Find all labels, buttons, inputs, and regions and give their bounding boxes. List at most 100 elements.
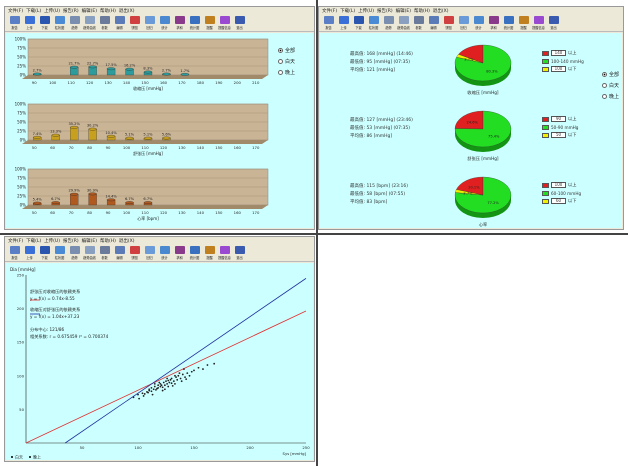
edit-button[interactable]: 编辑	[427, 16, 440, 30]
radio-day[interactable]: 白天	[602, 82, 619, 89]
menu-item-3[interactable]: 报告(R)	[62, 9, 79, 14]
curve-button[interactable]: 趋势曲线	[83, 16, 96, 30]
bar-value-label: 5.4%	[33, 198, 43, 202]
radio-dot[interactable]	[602, 94, 607, 99]
menu-item-0[interactable]: 文件(F)	[322, 9, 338, 14]
trend-button[interactable]: 趋势	[68, 246, 81, 260]
trend-button[interactable]: 趋势	[382, 16, 395, 30]
radio-night[interactable]: 晚上	[278, 69, 295, 76]
regression-button[interactable]: 回归	[457, 16, 470, 30]
trend-button[interactable]: 趋势	[68, 16, 81, 30]
menu-item-3[interactable]: 报告(R)	[376, 9, 393, 14]
bar-value-label: 22.7%	[87, 61, 99, 65]
curve-button[interactable]: 趋势曲线	[83, 246, 96, 260]
report-button[interactable]: 报告	[8, 246, 21, 260]
chart-button[interactable]: 统计图	[188, 16, 201, 30]
threshold-input[interactable]: 100	[551, 66, 566, 72]
download-button[interactable]: 下载	[38, 16, 51, 30]
chart-button[interactable]: 统计图	[502, 16, 515, 30]
menu-item-6[interactable]: 退出(X)	[118, 9, 135, 14]
chart-button[interactable]: 统计图	[188, 246, 201, 260]
pie-button[interactable]: 饼图	[128, 16, 141, 30]
param-button[interactable]: 参数	[412, 16, 425, 30]
curve-button[interactable]: 趋势曲线	[397, 16, 410, 30]
radio-night[interactable]: 晚上	[602, 93, 619, 100]
report-button[interactable]: 报告	[322, 16, 335, 30]
exit-button[interactable]: 退出	[547, 16, 560, 30]
edit-button[interactable]: 编辑	[113, 16, 126, 30]
threshold-input[interactable]: 50	[551, 132, 566, 138]
menu-item-2[interactable]: 上传(U)	[44, 9, 60, 14]
scatter-point	[183, 368, 185, 370]
y-tick-label: 100%	[15, 167, 27, 172]
edit-button[interactable]: 编辑	[113, 246, 126, 260]
stats-button[interactable]: 统计	[158, 246, 171, 260]
alert-button[interactable]: 提醒	[517, 16, 530, 30]
radio-day[interactable]: 白天	[278, 58, 295, 65]
threshold-input[interactable]: 100	[551, 182, 566, 188]
download-button[interactable]: 下载	[352, 16, 365, 30]
menu-item-5[interactable]: 帮助(H)	[99, 9, 116, 14]
menu-item-6[interactable]: 退出(X)	[432, 9, 449, 14]
scatter-point	[160, 384, 163, 387]
menu-item-2[interactable]: 上传(U)	[358, 9, 374, 14]
regression-button[interactable]: 回归	[143, 246, 156, 260]
exit-button[interactable]: 退出	[233, 16, 246, 30]
menu-item-3[interactable]: 报告(R)	[62, 239, 79, 244]
threshold-input[interactable]: 60	[551, 198, 566, 204]
menu-item-6[interactable]: 退出(X)	[118, 239, 135, 244]
menu-item-0[interactable]: 文件(F)	[8, 239, 24, 244]
upload-button[interactable]: 上传	[337, 16, 350, 30]
x-tick-label: 90	[106, 145, 111, 150]
radio-dot[interactable]	[278, 48, 283, 53]
pie-slice	[454, 110, 484, 130]
alert-button[interactable]: 提醒	[203, 16, 216, 30]
info-button[interactable]: 提醒信息	[218, 16, 231, 30]
menu-item-2[interactable]: 上传(U)	[44, 239, 60, 244]
bar-chart-button[interactable]: 柱状图	[367, 16, 380, 30]
upload-button[interactable]: 上传	[23, 246, 36, 260]
radio-all[interactable]: 全部	[278, 47, 295, 54]
menu-item-0[interactable]: 文件(F)	[8, 9, 24, 14]
menu-item-4[interactable]: 编辑(E)	[395, 9, 411, 14]
stats-button[interactable]: 统计	[158, 16, 171, 30]
param-button[interactable]: 参数	[98, 246, 111, 260]
menu-item-5[interactable]: 帮助(H)	[413, 9, 430, 14]
pie-slice	[456, 176, 484, 196]
alert-button[interactable]: 提醒	[203, 246, 216, 260]
radio-dot[interactable]	[602, 83, 607, 88]
bar-chart-button[interactable]: 柱状图	[53, 16, 66, 30]
radio-all[interactable]: 全部	[602, 71, 619, 78]
menu-item-1[interactable]: 下载(L)	[340, 9, 356, 14]
threshold-input[interactable]: 90	[551, 116, 566, 122]
histogram-area: 100% 75% 50% 25% 0% 2.7% 90 100 21.7% 110 22.7% 120…	[6, 33, 313, 228]
bar-chart-button[interactable]: 柱状图	[53, 246, 66, 260]
radio-dot[interactable]	[278, 70, 283, 75]
pie-button[interactable]: 饼图	[442, 16, 455, 30]
menu-item-1[interactable]: 下载(L)	[26, 9, 42, 14]
menu-item-4[interactable]: 编辑(E)	[81, 239, 97, 244]
menu-item-4[interactable]: 编辑(E)	[81, 9, 97, 14]
menu-item-1[interactable]: 下载(L)	[26, 239, 42, 244]
report-button[interactable]: 报告	[8, 16, 21, 30]
legend-row: 50 以下	[542, 132, 578, 138]
download-button[interactable]: 下载	[38, 246, 51, 260]
sum-button[interactable]: 求和	[173, 16, 186, 30]
threshold-input[interactable]: 140	[551, 50, 566, 56]
info-button[interactable]: 提醒信息	[218, 246, 231, 260]
bar-value-label: 2.7%	[33, 69, 43, 73]
radio-dot[interactable]	[278, 59, 283, 64]
regression-button[interactable]: 回归	[143, 16, 156, 30]
menu-item-5[interactable]: 帮助(H)	[99, 239, 116, 244]
stats-button[interactable]: 统计	[472, 16, 485, 30]
param-button[interactable]: 参数	[98, 16, 111, 30]
legend-swatch	[542, 124, 549, 130]
sum-button[interactable]: 求和	[487, 16, 500, 30]
radio-dot[interactable]	[602, 72, 607, 77]
x-tick-label: 200	[234, 80, 242, 85]
sum-button[interactable]: 求和	[173, 246, 186, 260]
pie-button[interactable]: 饼图	[128, 246, 141, 260]
upload-button[interactable]: 上传	[23, 16, 36, 30]
info-button[interactable]: 提醒信息	[532, 16, 545, 30]
exit-button[interactable]: 退出	[233, 246, 246, 260]
